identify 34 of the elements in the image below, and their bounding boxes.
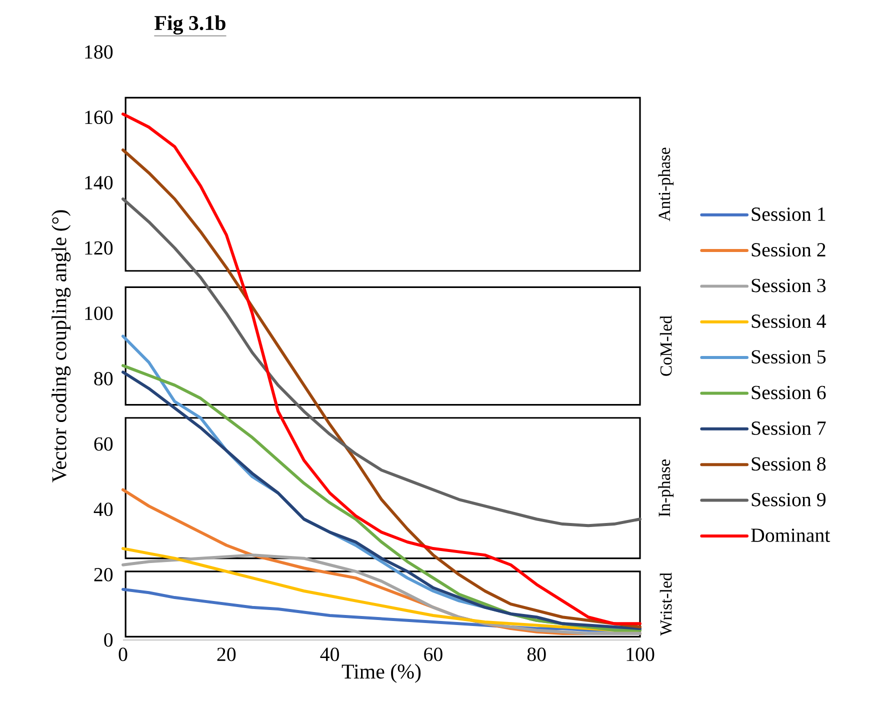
band-label: Anti-phase [658, 148, 674, 222]
y-tick-label: 140 [85, 176, 113, 190]
legend-label: Session 8 [752, 457, 826, 471]
x-tick-label: 80 [527, 648, 546, 662]
legend-label: Session 9 [752, 492, 826, 506]
legend-label: Dominant [751, 528, 830, 542]
x-tick-label: 100 [626, 648, 654, 662]
chart-title: Fig 3.1b [154, 15, 226, 35]
legend-label: Session 5 [752, 350, 826, 364]
legend-label: Session 7 [752, 422, 826, 435]
y-tick-label: 80 [94, 372, 113, 386]
y-tick-label: 120 [85, 241, 113, 255]
band-label: CoM-led [660, 316, 672, 376]
y-axis-title: Vector coding coupling angle (°) [52, 210, 71, 482]
y-tick-label: 180 [85, 45, 113, 59]
y-tick-label: 160 [85, 110, 113, 124]
band-label: Wrist-led [660, 572, 672, 636]
legend-label: Session 2 [752, 243, 826, 257]
legend-label: Session 6 [752, 386, 826, 400]
y-tick-label: 60 [94, 437, 113, 451]
x-tick-label: 40 [320, 648, 340, 662]
y-tick-label: 0 [104, 633, 113, 647]
legend-label: Session 3 [752, 278, 826, 292]
legend-label: Session 4 [752, 314, 826, 328]
y-tick-label: 100 [85, 306, 113, 320]
y-tick-label: 40 [94, 502, 113, 516]
line-series [122, 198, 642, 528]
x-tick-label: 0 [118, 648, 128, 662]
x-tick-label: 20 [217, 648, 236, 662]
y-tick-label: 20 [94, 568, 113, 582]
band-label: In-phase [658, 460, 674, 517]
x-axis-title: Time (%) [342, 664, 421, 683]
x-tick-label: 60 [424, 648, 442, 662]
legend-label: Session 1 [752, 208, 826, 221]
